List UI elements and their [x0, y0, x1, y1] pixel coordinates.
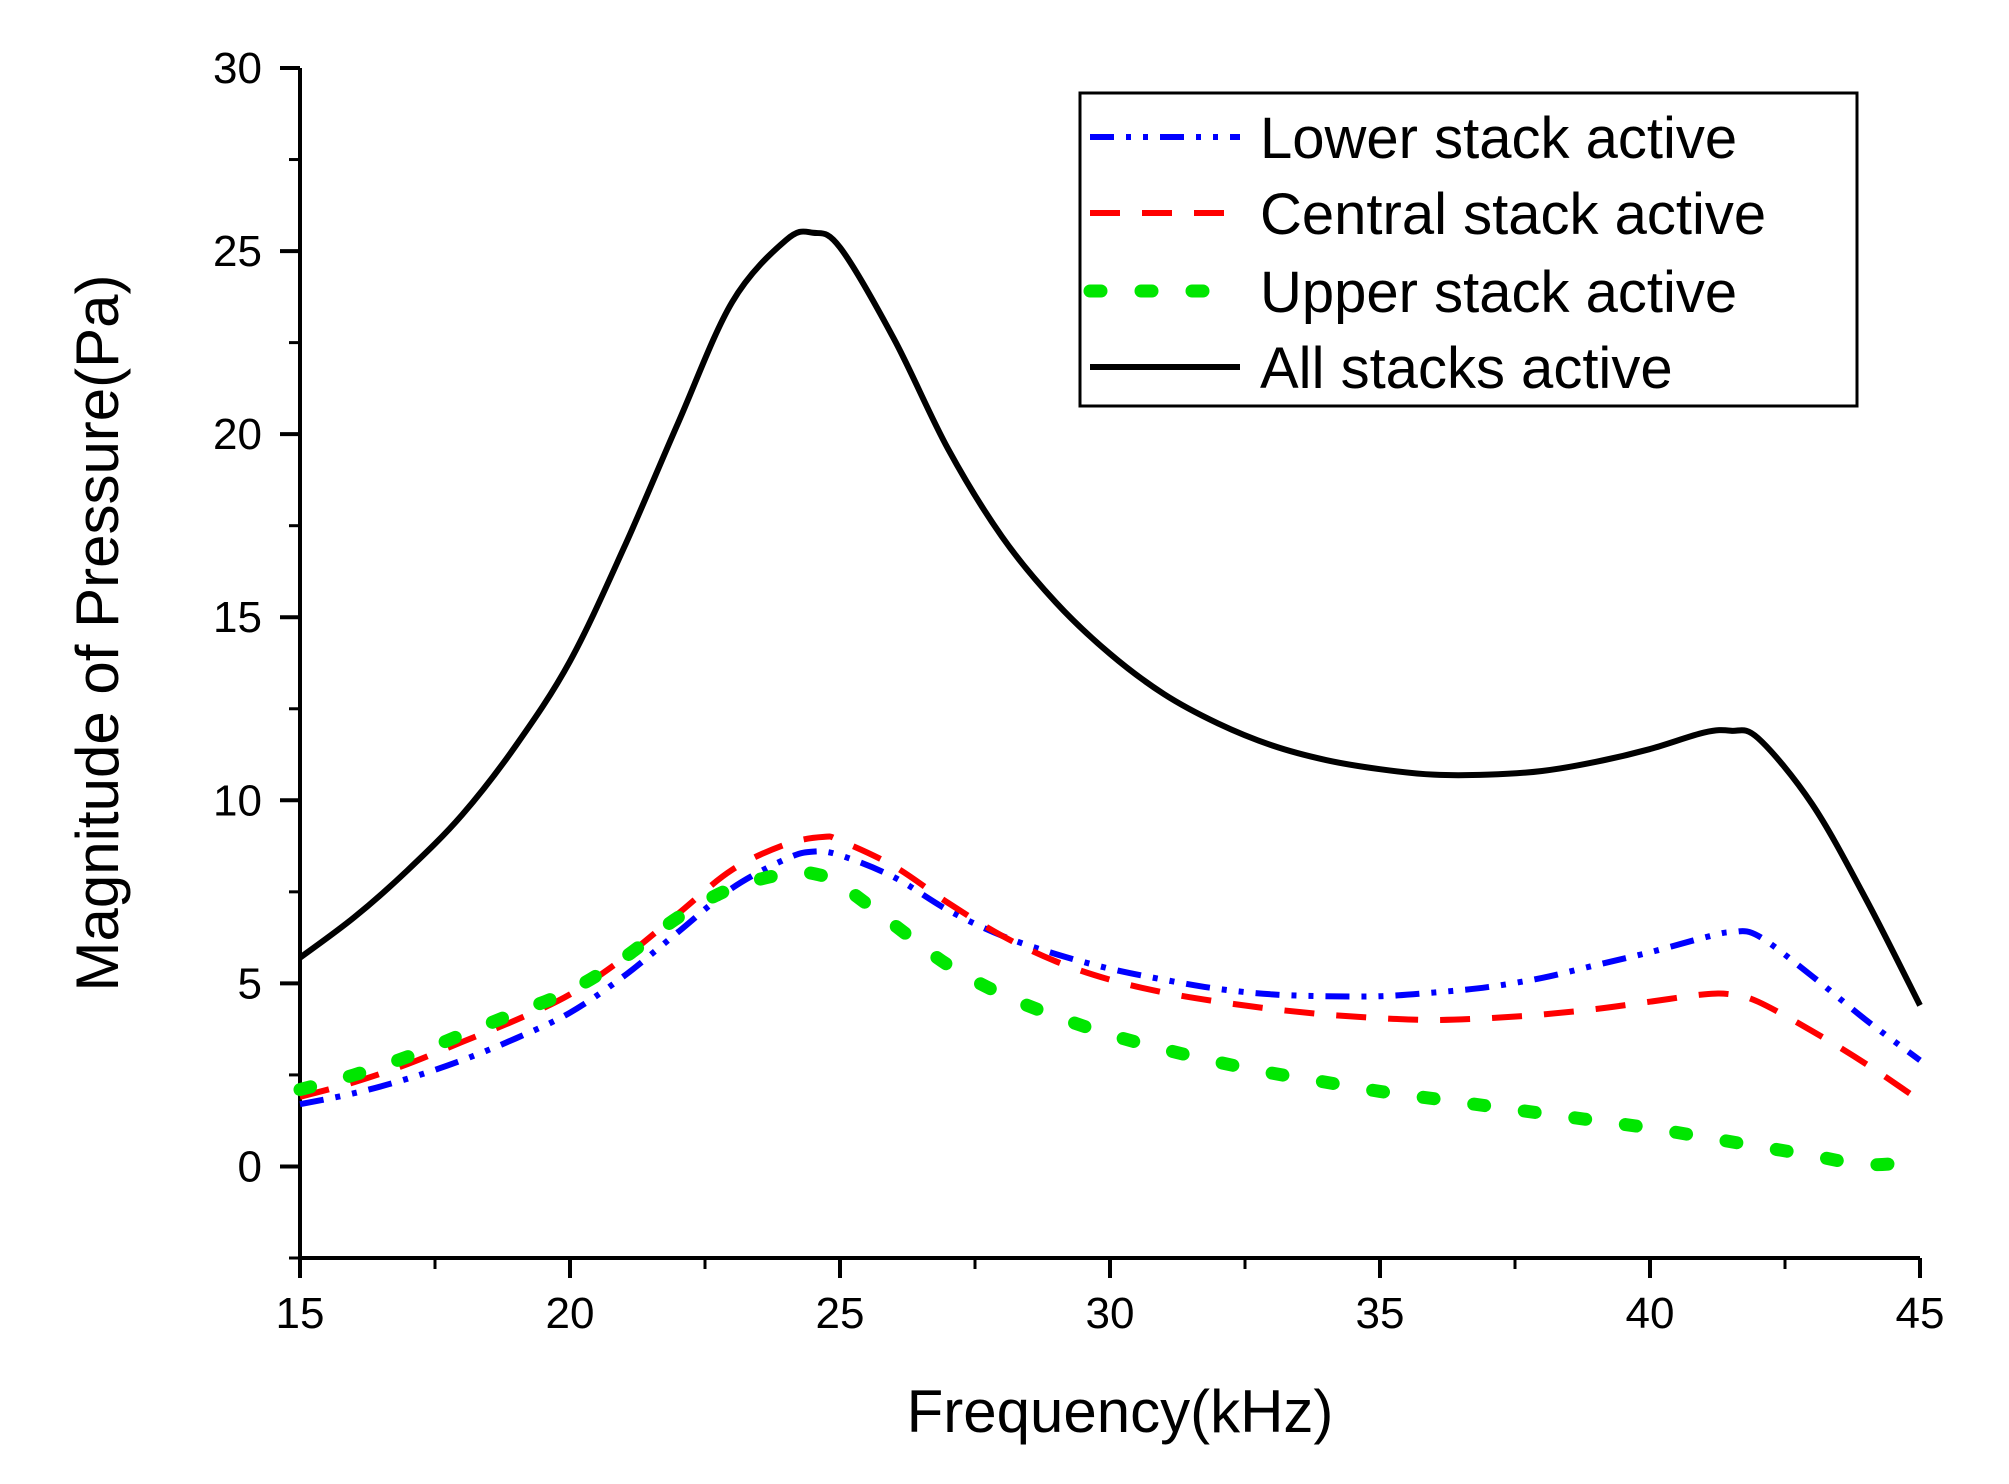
series-line-central-stack-active — [299, 833, 1922, 1104]
x-tick-label: 35 — [1356, 1289, 1405, 1338]
y-tick-label: 30 — [213, 44, 262, 93]
axes: 0 5 10 15 20 25 30 15 20 25 30 35 40 45 Frequency(kHz)… — [64, 44, 1944, 1445]
plot-series — [293, 228, 1927, 1172]
legend-box — [1078, 91, 1859, 408]
y-axis-title: Magnitude of Pressure(Pa) — [64, 274, 131, 991]
y-tick-label: 5 — [238, 959, 262, 1008]
y-tick-label: 10 — [213, 776, 262, 825]
x-axis-title: Frequency(kHz) — [907, 1378, 1334, 1445]
x-tick-label: 45 — [1896, 1289, 1945, 1338]
y-tick-label: 25 — [213, 227, 262, 276]
y-tick-label: 20 — [213, 410, 262, 459]
x-tick-label: 30 — [1086, 1289, 1135, 1338]
x-tick-label: 15 — [276, 1289, 325, 1338]
x-tick-label: 25 — [816, 1289, 865, 1338]
legend-label-all-stacks-active: All stacks active — [1260, 336, 1673, 401]
x-tick-label: 40 — [1626, 1289, 1675, 1338]
y-tick-label: 15 — [213, 593, 262, 642]
x-tick-label: 20 — [546, 1289, 595, 1338]
series-line-upper-stack-active — [293, 865, 1927, 1172]
legend-label-upper-stack-active: Upper stack active — [1260, 260, 1737, 325]
series-line-all-stacks-active — [298, 228, 1923, 1007]
legend: Lower stack active Central stack active Up… — [1078, 91, 1859, 408]
legend-label-lower-stack-active: Lower stack active — [1260, 106, 1737, 171]
series-line-lower-stack-active — [299, 848, 1922, 1108]
y-tick-label: 0 — [238, 1142, 262, 1191]
legend-label-central-stack-active: Central stack active — [1260, 182, 1766, 247]
